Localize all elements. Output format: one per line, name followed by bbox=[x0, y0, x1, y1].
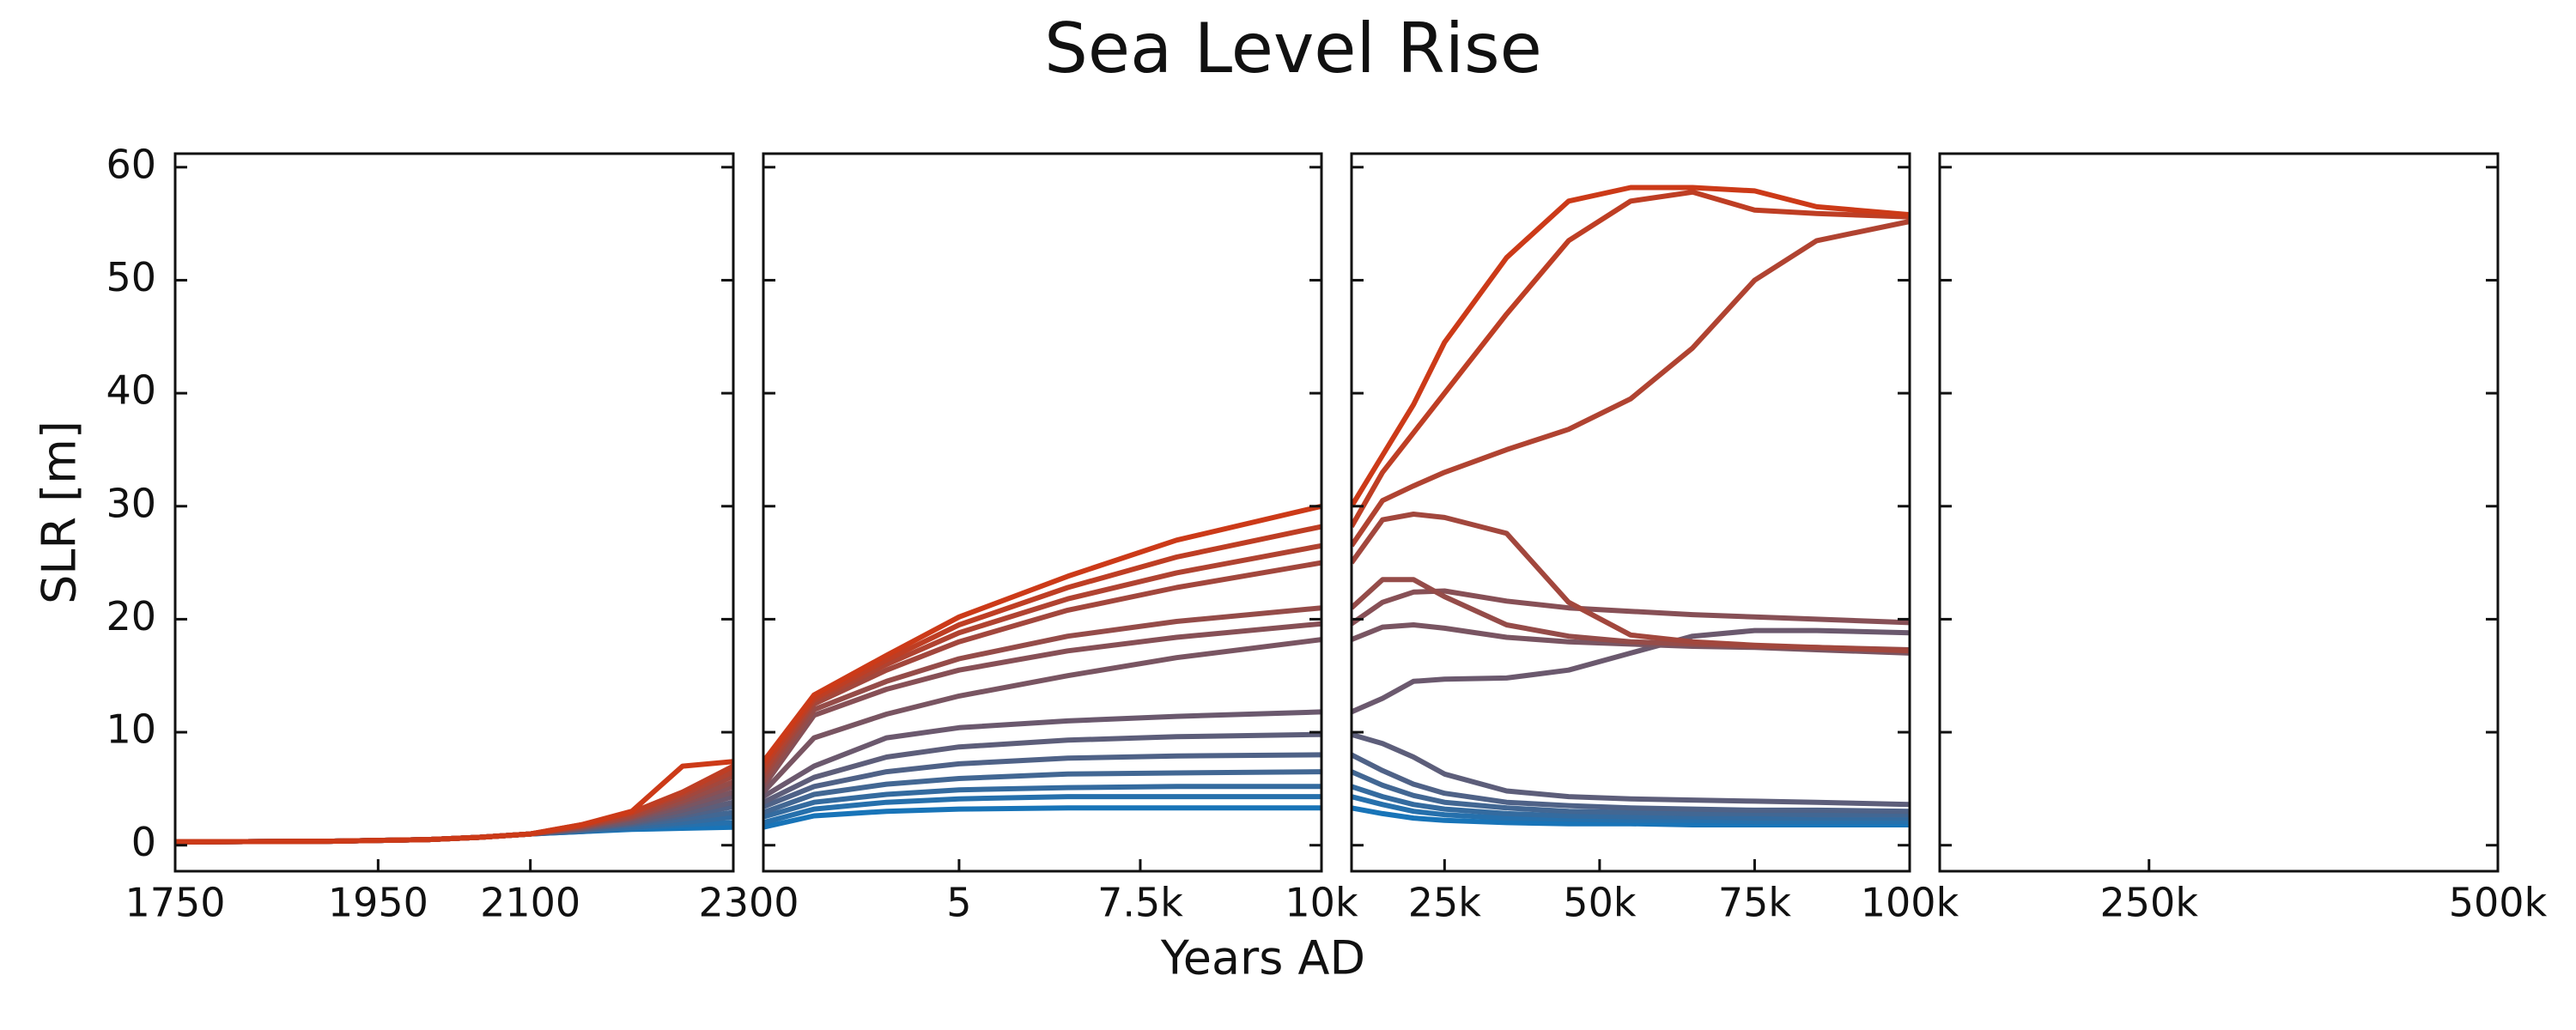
series-line bbox=[763, 752, 1321, 809]
x-tick-label: 100k bbox=[1861, 880, 1959, 926]
x-tick-label: 500k bbox=[2449, 880, 2548, 926]
y-tick-label: 20 bbox=[106, 593, 156, 639]
series-line bbox=[1352, 219, 1910, 548]
series-line bbox=[763, 805, 1321, 830]
x-tick-label: 1950 bbox=[328, 880, 428, 926]
series-line bbox=[175, 759, 733, 845]
y-tick-label: 40 bbox=[106, 367, 156, 414]
series-line bbox=[1352, 731, 1910, 808]
y-tick-label: 10 bbox=[106, 706, 156, 753]
series-line bbox=[763, 794, 1321, 826]
y-tick-label: 60 bbox=[106, 141, 156, 187]
panel-lines bbox=[175, 759, 733, 845]
x-tick-label: 250k bbox=[2100, 880, 2199, 926]
series-line bbox=[1352, 752, 1910, 815]
series-line bbox=[1352, 588, 1910, 627]
x-tick-label: 2100 bbox=[480, 880, 580, 926]
series-line bbox=[1352, 577, 1910, 652]
series-line bbox=[763, 784, 1321, 820]
panel-frame bbox=[1350, 152, 1911, 873]
x-tick-label: 50k bbox=[1563, 880, 1637, 926]
series-line bbox=[763, 621, 1321, 789]
x-tick-label: 2300 bbox=[698, 880, 799, 926]
series-line bbox=[1352, 512, 1910, 654]
x-tick-label: 25k bbox=[1408, 880, 1482, 926]
series-line bbox=[1352, 784, 1910, 821]
panel-lines bbox=[1352, 185, 1910, 827]
series-line bbox=[763, 709, 1321, 799]
series-line bbox=[1352, 769, 1910, 818]
panel-lines bbox=[763, 503, 1321, 830]
panel-frame bbox=[173, 152, 735, 873]
y-tick-label: 30 bbox=[106, 480, 156, 526]
y-tick-label: 0 bbox=[131, 819, 156, 865]
series-line bbox=[763, 503, 1321, 764]
series-line bbox=[175, 789, 733, 845]
series-line bbox=[1352, 189, 1910, 528]
y-tick-label: 50 bbox=[106, 254, 156, 300]
x-tick-label: 75k bbox=[1718, 880, 1792, 926]
x-tick-label: 1750 bbox=[125, 880, 225, 926]
series-line bbox=[763, 731, 1321, 805]
x-axis-label: Years AD bbox=[1160, 931, 1365, 985]
panel-frame bbox=[762, 152, 1323, 873]
panel-frame bbox=[1938, 152, 2500, 873]
x-tick-label: 10k bbox=[1285, 880, 1358, 926]
x-tick-label: 7.5k bbox=[1097, 880, 1183, 926]
chart-title: Sea Level Rise bbox=[1044, 9, 1542, 88]
series-line bbox=[1352, 627, 1910, 715]
series-line bbox=[1352, 185, 1910, 508]
series-line bbox=[763, 605, 1321, 784]
series-line bbox=[763, 637, 1321, 794]
series-line bbox=[1352, 805, 1910, 827]
y-axis-label: SLR [m] bbox=[33, 421, 87, 604]
x-tick-label: 5 bbox=[946, 880, 971, 926]
series-line bbox=[1352, 794, 1910, 825]
series-line bbox=[763, 769, 1321, 815]
